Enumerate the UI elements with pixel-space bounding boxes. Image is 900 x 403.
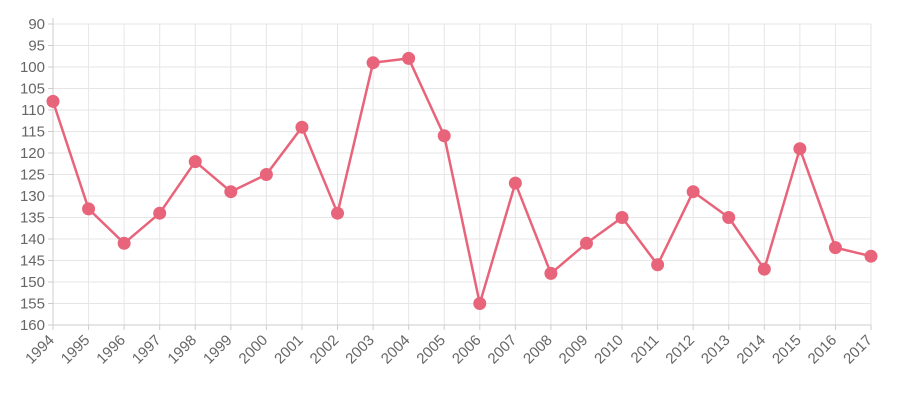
y-tick-label: 105 [20,81,45,98]
data-point[interactable] [259,168,273,181]
series-line [51,57,872,305]
x-tick-label: 1998 [164,332,200,368]
x-tick-label: 2000 [236,332,272,368]
y-tick-label: 110 [21,102,45,119]
data-point[interactable] [295,120,309,134]
x-tick-label: 2015 [769,332,805,368]
x-tick-label: 2007 [485,332,521,368]
data-point[interactable] [579,236,593,250]
data-point[interactable] [437,129,451,143]
data-point[interactable] [46,94,60,108]
data-point[interactable] [473,297,487,310]
data-point[interactable] [331,206,345,220]
x-tick-label: 2001 [271,332,307,368]
axes [52,18,871,326]
data-point[interactable] [722,211,736,224]
y-tick-label: 120 [20,145,45,162]
y-tick-label: 95 [28,38,45,55]
data-point[interactable] [544,266,558,280]
x-tick-label: 2017 [840,332,876,368]
x-tick-label: 2006 [449,332,485,368]
x-tick-label: 2014 [734,332,770,368]
x-tick-label: 1994 [22,332,58,368]
data-point[interactable] [402,51,416,65]
data-point[interactable] [117,236,131,250]
data-point[interactable] [864,249,878,263]
data-point[interactable] [686,185,700,199]
y-tick-label: 140 [20,231,45,248]
data-point[interactable] [793,142,807,156]
data-point[interactable] [828,241,842,255]
grid-lines [48,23,872,330]
y-tick-label: 90 [28,16,45,33]
x-tick-label: 2008 [520,332,556,368]
x-tick-label: 1996 [93,332,129,368]
x-tick-label: 2012 [662,332,698,368]
y-tick-label: 100 [20,59,45,76]
series-layer [46,51,878,310]
y-tick-label: 130 [20,188,45,205]
y-tick-label: 145 [20,253,45,270]
data-point[interactable] [508,176,522,190]
x-tick-label: 1999 [200,332,236,368]
x-tick-label: 2016 [805,332,841,368]
y-tick-label: 135 [20,210,45,227]
x-tick-label: 2009 [556,332,592,368]
y-tick-label: 125 [20,167,45,184]
x-tick-label: 2003 [342,332,378,368]
y-tick-labels: 90 95 100 105 110 115 120 125 130 135 140 145 150 155… [20,16,45,334]
x-tick-label: 1995 [58,332,94,368]
data-point[interactable] [366,56,380,70]
y-tick-label: 150 [20,274,45,291]
x-tick-labels: 1994 1995 1996 1997 1998 1999 2000 2001 2002 2003… [22,332,876,368]
data-point[interactable] [153,206,167,220]
data-point[interactable] [757,262,771,276]
x-tick-label: 2004 [378,332,414,368]
y-tick-label: 155 [20,296,45,313]
x-tick-label: 2011 [628,332,663,367]
x-tick-label: 2010 [591,332,627,368]
x-tick-label: 1997 [129,332,165,368]
y-tick-label: 160 [20,317,45,334]
data-point[interactable] [615,211,629,224]
x-tick-label: 2005 [413,332,449,368]
data-point[interactable] [188,155,202,169]
data-point[interactable] [651,258,665,272]
x-tick-label: 2013 [698,332,734,368]
y-tick-label: 115 [21,124,45,141]
data-point[interactable] [224,185,238,199]
x-tick-label: 2002 [307,332,343,368]
data-point[interactable] [82,202,96,216]
